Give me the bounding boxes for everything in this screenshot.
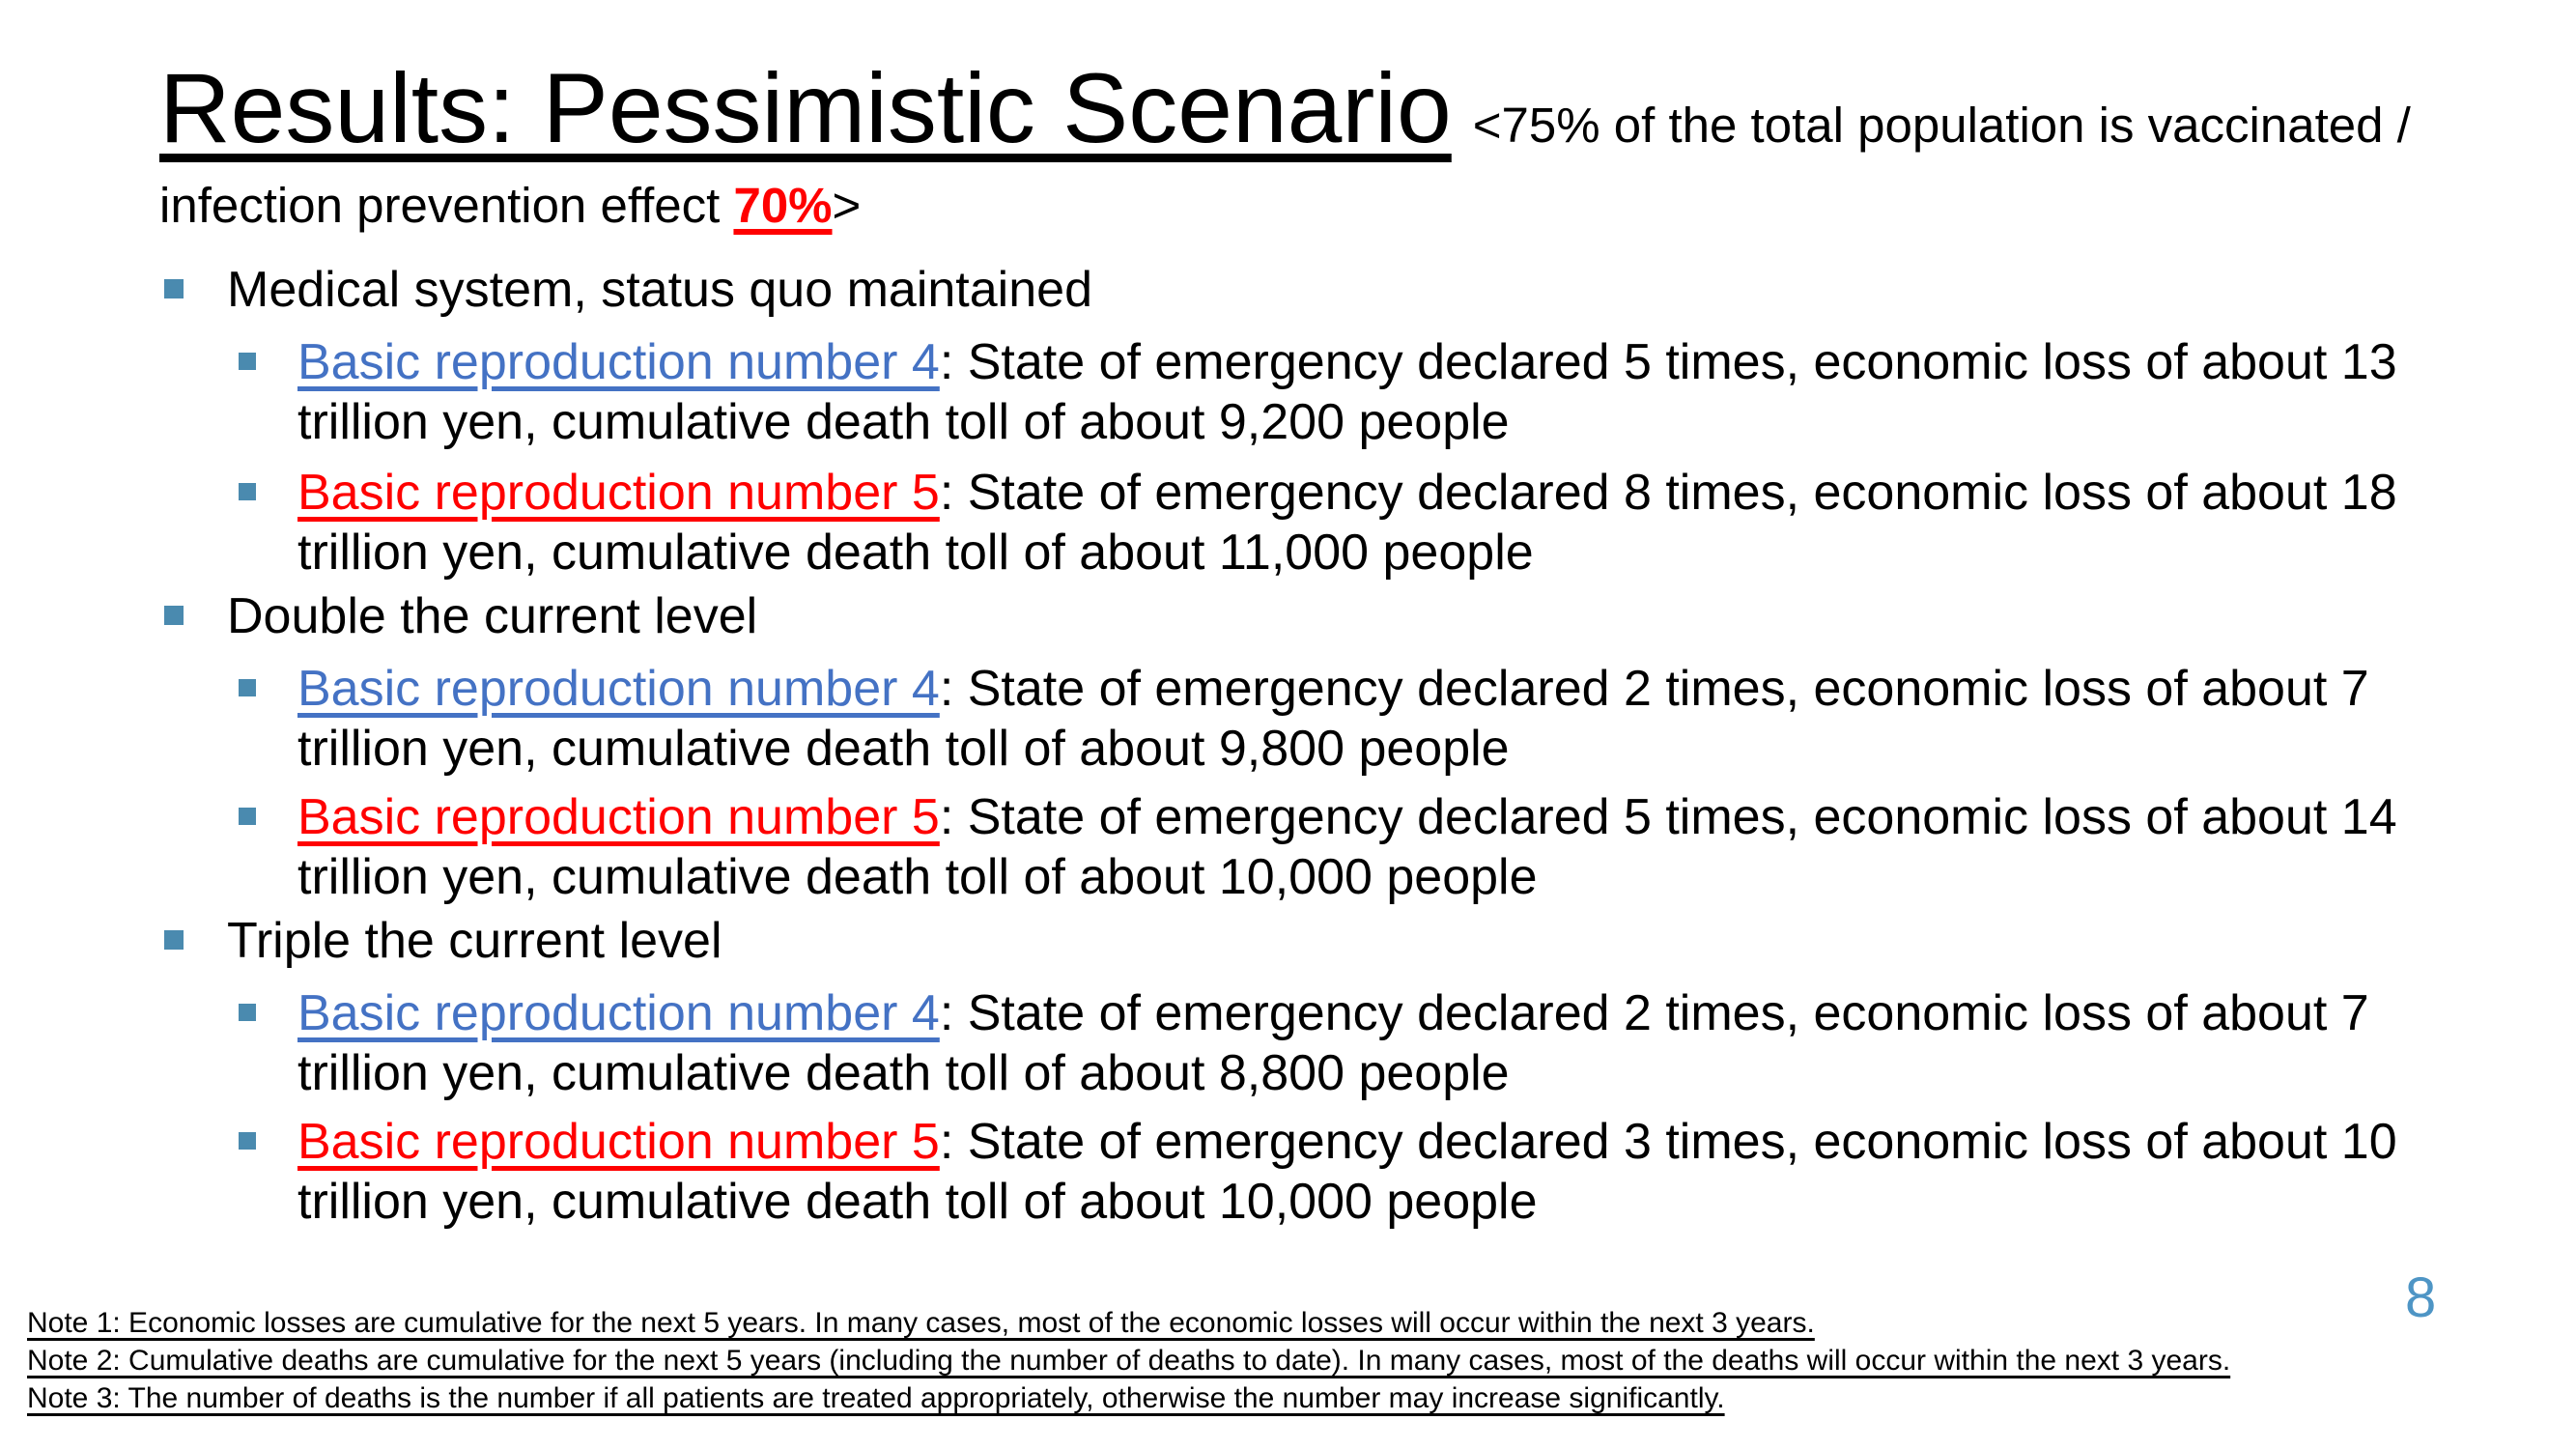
list-item: Basic reproduction number 5: State of em… xyxy=(297,1112,2397,1232)
level2-bullet-icon xyxy=(239,353,256,370)
list-item-text: : State of emergency declared 2 times, e… xyxy=(297,661,2369,777)
list-item: Basic reproduction number 4: State of em… xyxy=(297,659,2369,779)
title-line2: infection prevention effect 70%> xyxy=(159,177,861,234)
basic-reproduction-number-5-link[interactable]: Basic reproduction number 5 xyxy=(297,789,940,845)
list-item-text: : State of emergency declared 2 times, e… xyxy=(297,985,2369,1101)
level1-bullet-icon xyxy=(164,606,184,625)
list-item-text: : State of emergency declared 5 times, e… xyxy=(297,789,2397,905)
section-heading: Medical system, status quo maintained xyxy=(227,262,1092,318)
list-item-text: : State of emergency declared 5 times, e… xyxy=(297,334,2397,450)
list-item-text: : State of emergency declared 3 times, e… xyxy=(297,1114,2397,1230)
level2-bullet-icon xyxy=(239,679,256,696)
page-title: Results: Pessimistic Scenario xyxy=(159,53,1452,163)
level1-bullet-icon xyxy=(164,930,184,950)
title-line2-prefix: infection prevention effect xyxy=(159,178,734,233)
level1-bullet-icon xyxy=(164,279,184,298)
basic-reproduction-number-4-link[interactable]: Basic reproduction number 4 xyxy=(297,334,940,390)
title-inline-note: <75% of the total population is vaccinat… xyxy=(1472,98,2411,153)
list-item-text: : State of emergency declared 8 times, e… xyxy=(297,465,2397,581)
level2-bullet-icon xyxy=(239,1004,256,1021)
section-heading: Double the current level xyxy=(227,588,758,644)
section-heading: Triple the current level xyxy=(227,913,722,969)
footnote-3: Note 3: The number of deaths is the numb… xyxy=(27,1382,1725,1414)
list-item: Basic reproduction number 5: State of em… xyxy=(297,463,2397,582)
title-line2-suffix: > xyxy=(832,178,862,233)
level2-bullet-icon xyxy=(239,1132,256,1150)
page-number: 8 xyxy=(2405,1266,2437,1329)
basic-reproduction-number-4-link[interactable]: Basic reproduction number 4 xyxy=(297,985,940,1041)
footnote-2: Note 2: Cumulative deaths are cumulative… xyxy=(27,1345,2231,1377)
title-row: Results: Pessimistic Scenario <75% of the… xyxy=(159,54,2411,162)
footnote-1: Note 1: Economic losses are cumulative f… xyxy=(27,1307,1815,1339)
list-item: Basic reproduction number 4: State of em… xyxy=(297,332,2397,452)
level2-bullet-icon xyxy=(239,808,256,825)
list-item: Basic reproduction number 5: State of em… xyxy=(297,787,2397,907)
title-line2-highlight: 70% xyxy=(733,178,833,233)
level2-bullet-icon xyxy=(239,483,256,500)
list-item: Basic reproduction number 4: State of em… xyxy=(297,983,2369,1103)
basic-reproduction-number-5-link[interactable]: Basic reproduction number 5 xyxy=(297,465,940,521)
basic-reproduction-number-5-link[interactable]: Basic reproduction number 5 xyxy=(297,1114,940,1170)
basic-reproduction-number-4-link[interactable]: Basic reproduction number 4 xyxy=(297,661,940,717)
